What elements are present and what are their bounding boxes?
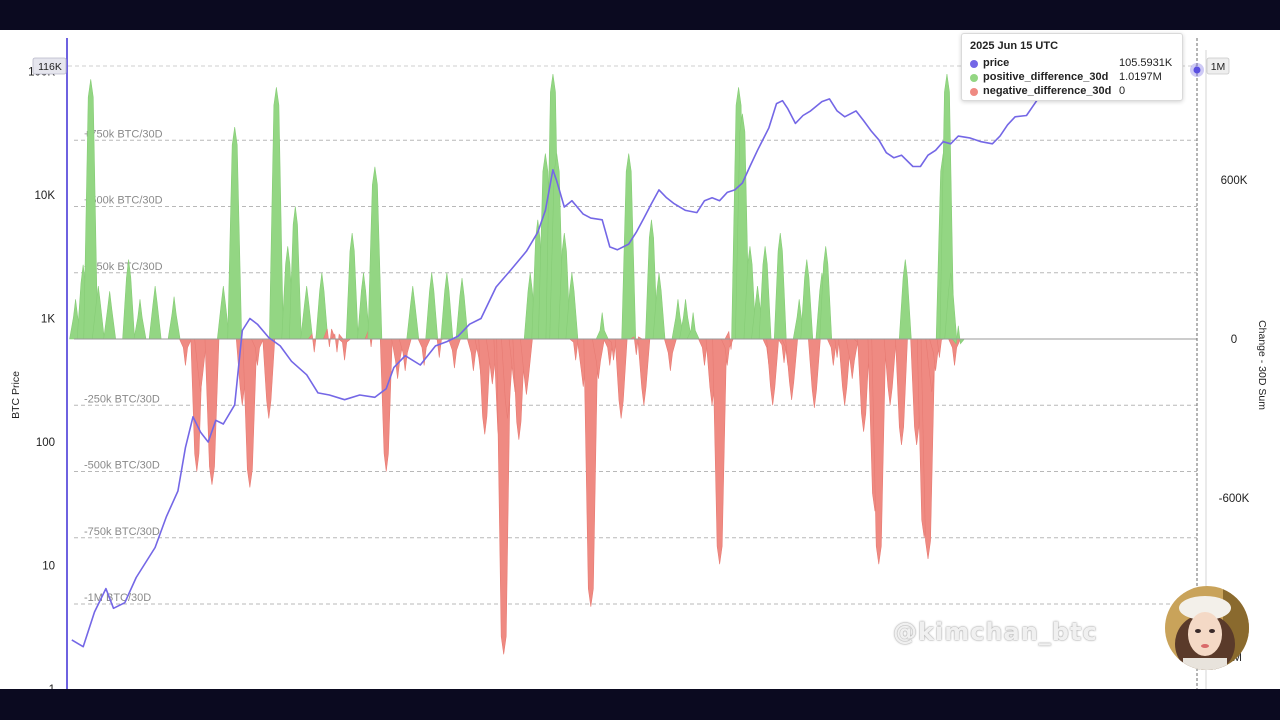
chart-svg: +750k BTC/30D +500k BTC/30D +250k BTC/30D -… <box>10 38 1268 689</box>
reference-line-label: -500k BTC/30D <box>84 460 160 472</box>
positive-diff-bar <box>440 272 454 340</box>
right-tick-label: -600K <box>1219 493 1250 505</box>
positive-diff-bar <box>758 246 772 340</box>
price-legend-dot <box>970 60 978 68</box>
positive-diff-bar <box>227 126 243 340</box>
positive-diff-bar <box>595 312 609 340</box>
avatar-portrait-icon <box>1165 586 1249 670</box>
reference-line-label: +500k BTC/30D <box>84 195 163 207</box>
tooltip-row-negative: negative_difference_30d 0 <box>970 85 1176 99</box>
negative-diff-bar <box>417 338 431 366</box>
negative-diff-bar <box>637 338 651 406</box>
negative-diff-bar <box>948 338 961 366</box>
positive-diff-bar <box>167 296 181 340</box>
reference-line-label: +250k BTC/30D <box>84 261 163 273</box>
tooltip-series-value: 0 <box>1119 85 1126 97</box>
reference-line-label: -750k BTC/30D <box>84 526 160 538</box>
negative-diff-bar <box>433 338 446 358</box>
positive-diff-bar <box>300 285 314 340</box>
negative-legend-dot <box>970 88 978 96</box>
negative-diff-bar <box>330 333 344 353</box>
right-tick-label: 0 <box>1231 334 1237 346</box>
positive-diff-bar <box>103 291 117 340</box>
left-tick-label: 1K <box>41 314 55 326</box>
negative-diff-bar <box>883 338 897 406</box>
tooltip-series-name: negative_difference_30d <box>983 85 1112 97</box>
right-top-marker-box <box>1206 57 1230 75</box>
tooltip-series-value: 105.5931K <box>1119 57 1173 69</box>
tooltip-date: 2025 Jun 15 UTC <box>970 40 1059 52</box>
negative-diff-bar <box>204 338 220 485</box>
positive-diff-bar <box>216 285 230 340</box>
negative-diff-bar <box>895 338 908 446</box>
watermark-handle: @kimchan_btc <box>893 618 1098 646</box>
negative-diff-bar <box>663 338 677 371</box>
negative-diff-bar <box>337 338 352 361</box>
current-price-marker: 116K <box>38 61 62 73</box>
reference-line-label: -1M BTC/30D <box>84 592 151 604</box>
negative-diff-bar <box>614 338 628 419</box>
negative-diff-bar <box>712 338 727 565</box>
tooltip-row-price: price 105.5931K <box>970 57 1176 71</box>
price-line <box>71 67 1162 648</box>
positive-diff-bar <box>133 299 147 340</box>
positive-diff-bar <box>367 166 383 340</box>
positive-diff-bar <box>800 259 814 340</box>
current-point-dot <box>1193 66 1201 74</box>
positive-legend-dot <box>970 74 978 82</box>
negative-diff-bar <box>583 338 599 607</box>
negative-diff-bar <box>262 338 276 419</box>
positive-diff-bar <box>898 259 912 340</box>
negative-diff-bar <box>448 338 461 369</box>
reference-line-label: -250k BTC/30D <box>84 393 160 405</box>
right-tick-label: 1M <box>1211 61 1226 73</box>
tooltip-series-name: positive_difference_30d <box>983 71 1109 83</box>
negative-diff-bar <box>785 338 798 400</box>
positive-diff-bar <box>315 272 329 340</box>
left-axis-label: BTC Price <box>10 371 22 419</box>
current-price-marker-box <box>32 57 67 75</box>
negative-diff-bar <box>242 338 258 488</box>
positive-diff-bar <box>406 285 420 340</box>
right-tick-label: 600K <box>1221 175 1248 187</box>
right-axis-label: Change - 30D Sum <box>1256 320 1268 410</box>
left-tick-label: 10K <box>35 190 56 202</box>
chart-area: +750k BTC/30D +500k BTC/30D +250k BTC/30D -… <box>0 30 1280 689</box>
positive-diff-bar <box>269 87 284 340</box>
left-tick-label: 100 <box>36 437 55 449</box>
negative-diff-bar <box>178 338 192 366</box>
positive-diff-bar <box>83 79 99 340</box>
positive-diff-bar <box>357 272 370 340</box>
negative-diff-bar <box>808 338 821 408</box>
positive-diff-bar <box>345 232 359 340</box>
tooltip-series-value: 1.0197M <box>1119 71 1162 83</box>
positive-diff-bar <box>425 272 439 340</box>
negative-diff-bar <box>857 338 870 432</box>
chart-tooltip: 2025 Jun 15 UTC price 105.5931K positive… <box>961 33 1183 101</box>
avatar <box>1165 586 1249 670</box>
reference-line-label: +750k BTC/30D <box>84 128 163 140</box>
negative-diff-bar <box>766 338 780 406</box>
positive-diff-bar <box>455 278 469 340</box>
tooltip-series-name: price <box>983 57 1010 69</box>
positive-diff-bar <box>148 285 162 340</box>
positive-diff-bar <box>773 232 787 340</box>
left-tick-label: 10 <box>42 561 55 573</box>
left-tick-label: 1 <box>49 684 55 689</box>
tooltip-row-positive: positive_difference_30d 1.0197M <box>970 71 1176 85</box>
